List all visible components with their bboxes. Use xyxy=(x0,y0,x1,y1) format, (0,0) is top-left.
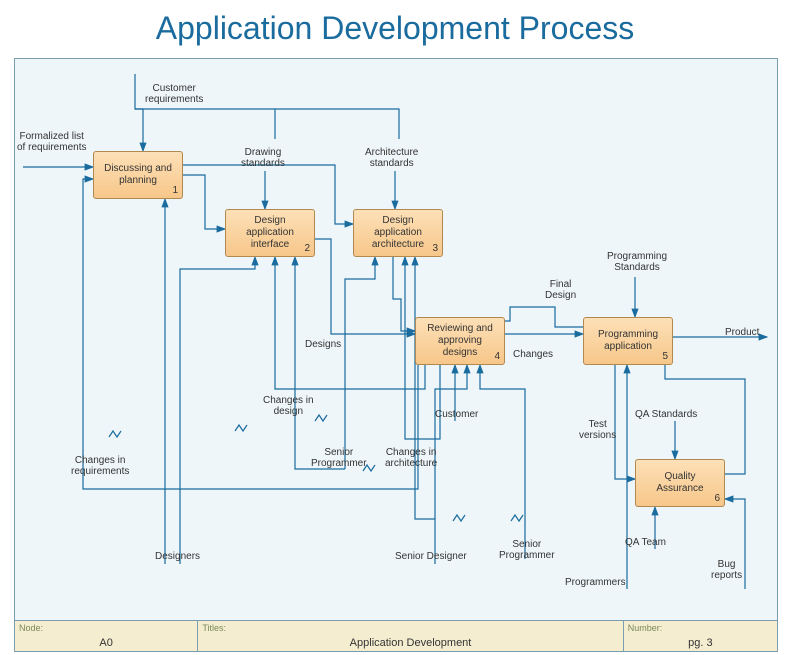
edge-label: Changes inarchitecture xyxy=(385,447,437,469)
node-label: Programmingapplication xyxy=(598,329,658,353)
edge-label: Architecturestandards xyxy=(365,147,418,169)
node-label: Designapplicationarchitecture xyxy=(372,215,424,251)
footer-node-label: Node: xyxy=(19,623,193,633)
process-node-1: Discussing andplanning1 xyxy=(93,151,183,199)
process-node-6: QualityAssurance 6 xyxy=(635,459,725,507)
edge-label: Formalized listof requirements xyxy=(17,131,86,153)
process-node-4: Reviewing andapprovingdesigns4 xyxy=(415,317,505,365)
footer-number-value: pg. 3 xyxy=(628,637,773,649)
footer-number-cell: Number: pg. 3 xyxy=(624,621,777,651)
process-node-3: Designapplicationarchitecture 3 xyxy=(353,209,443,257)
footer-bar: Node: A0 Titles: Application Development… xyxy=(14,620,778,652)
process-node-5: Programmingapplication 5 xyxy=(583,317,673,365)
edge-label: SeniorProgrammer xyxy=(499,539,555,561)
node-label: QualityAssurance xyxy=(656,471,703,495)
footer-node-cell: Node: A0 xyxy=(15,621,198,651)
diagram-canvas: Discussing andplanning1 Designapplication… xyxy=(14,58,778,622)
edge-label: SeniorProgrammer xyxy=(311,447,367,469)
footer-number-label: Number: xyxy=(628,623,773,633)
edge-label: QA Team xyxy=(625,537,666,548)
edge-label: Designers xyxy=(155,551,200,562)
edge-label: QA Standards xyxy=(635,409,697,420)
node-number: 6 xyxy=(714,493,720,504)
footer-titles-cell: Titles: Application Development xyxy=(198,621,623,651)
footer-node-value: A0 xyxy=(19,637,193,649)
edge-label: Changes inrequirements xyxy=(71,455,129,477)
edge-label: Changes indesign xyxy=(263,395,314,417)
edge-label: Drawingstandards xyxy=(241,147,285,169)
node-label: Designapplicationinterface xyxy=(246,215,294,251)
edge-label: Customer xyxy=(435,409,478,420)
edge-label: Designs xyxy=(305,339,341,350)
node-number: 1 xyxy=(172,185,178,196)
node-number: 5 xyxy=(662,351,668,362)
edge-label: Changes xyxy=(513,349,553,360)
edge-label: Senior Designer xyxy=(395,551,467,562)
process-node-2: Designapplicationinterface 2 xyxy=(225,209,315,257)
edge-label: Testversions xyxy=(579,419,616,441)
edge-label: Programmers xyxy=(565,577,626,588)
edge-label: Bugreports xyxy=(711,559,742,581)
edge-label: Product xyxy=(725,327,759,338)
node-label: Discussing andplanning xyxy=(104,163,172,187)
edge-label: Customerrequirements xyxy=(145,83,203,105)
edge-label: FinalDesign xyxy=(545,279,576,301)
edge-label: ProgrammingStandards xyxy=(607,251,667,273)
page-title: Application Development Process xyxy=(0,0,790,52)
node-number: 2 xyxy=(304,243,310,254)
node-number: 3 xyxy=(432,243,438,254)
node-number: 4 xyxy=(494,351,500,362)
node-label: Reviewing andapprovingdesigns xyxy=(427,323,493,359)
footer-titles-value: Application Development xyxy=(202,637,618,649)
footer-titles-label: Titles: xyxy=(202,623,618,633)
